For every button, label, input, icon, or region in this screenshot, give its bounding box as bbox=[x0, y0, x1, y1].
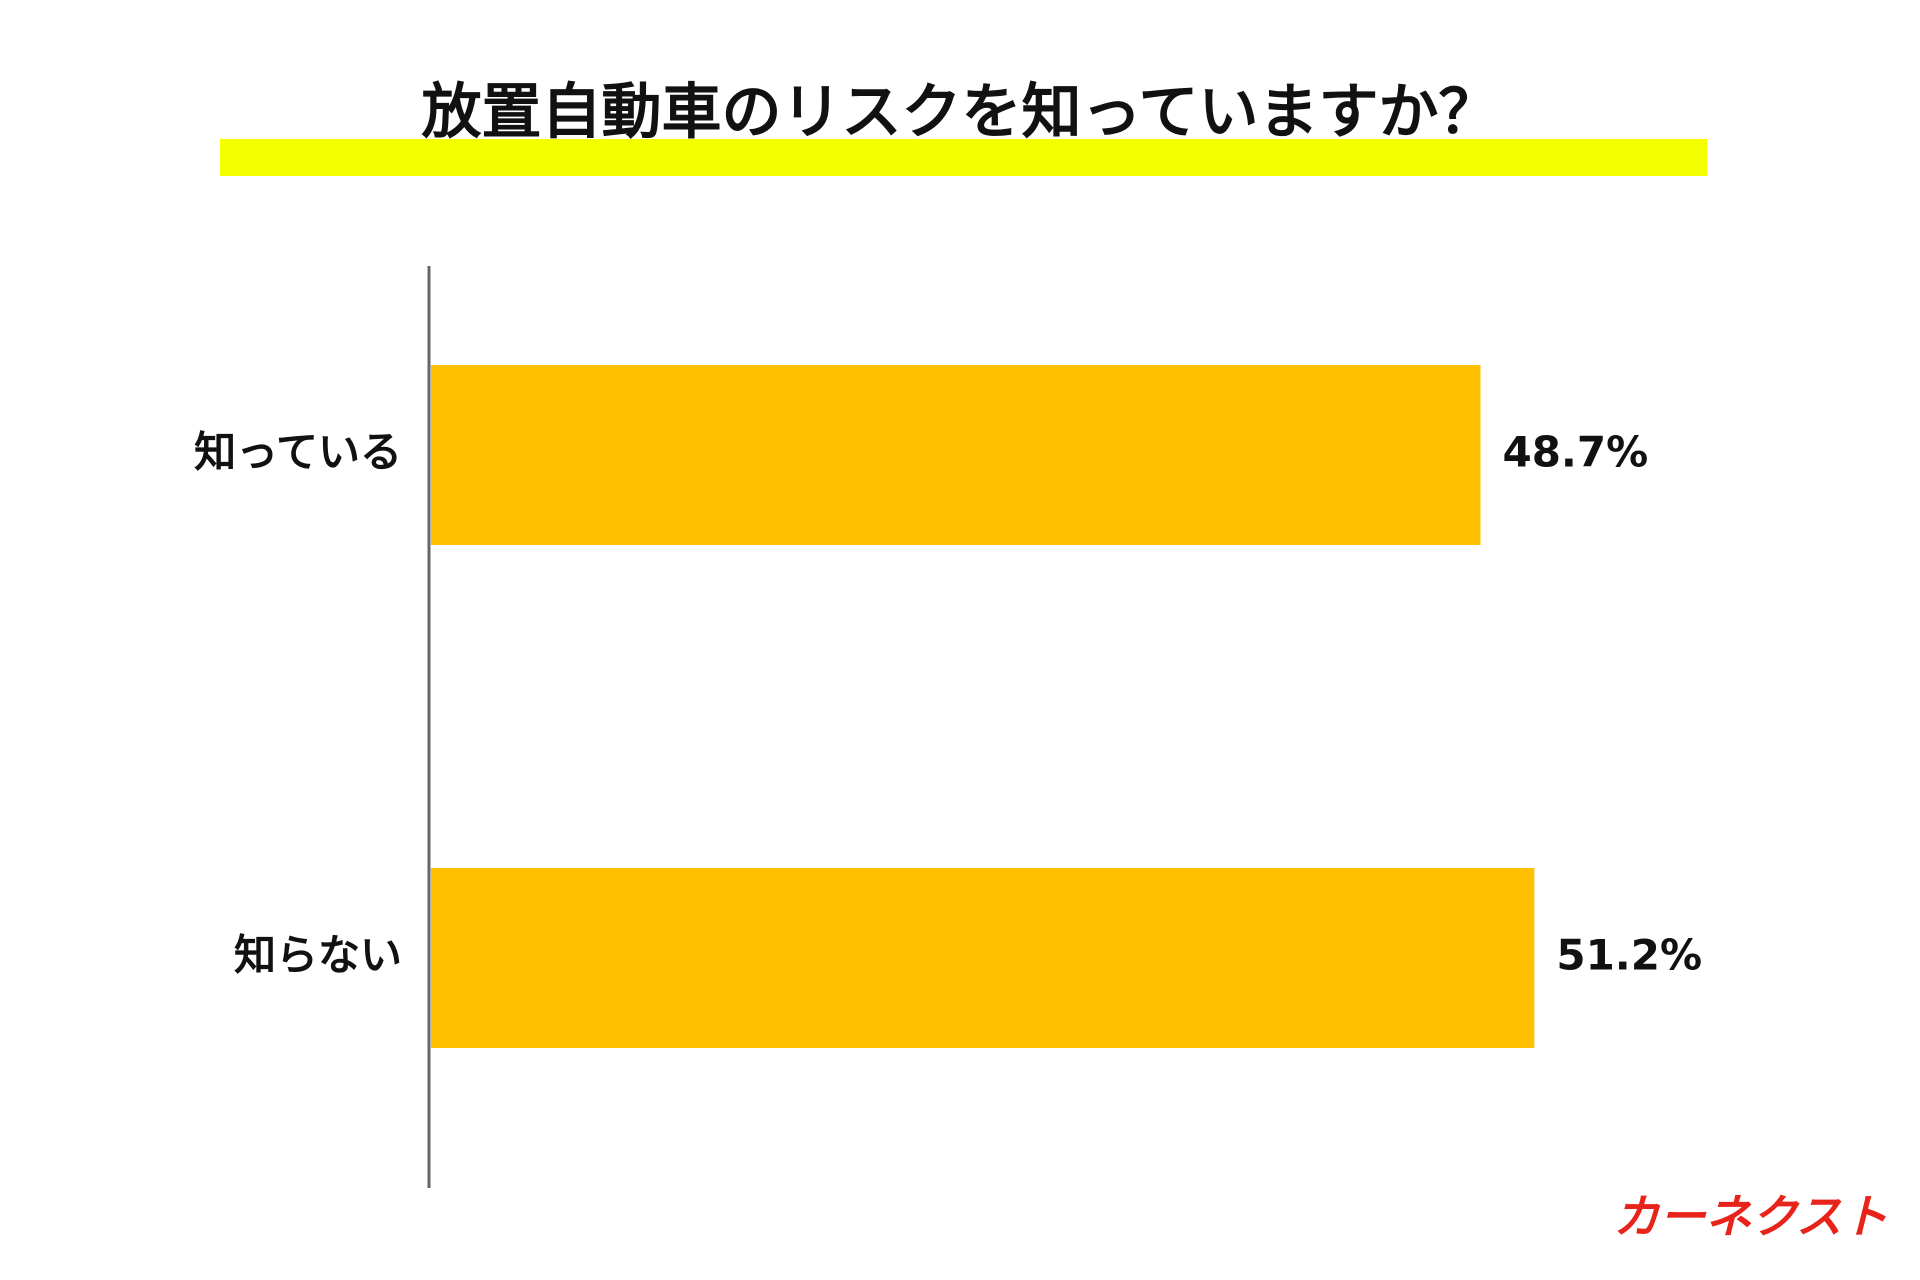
chart-title: 放置自動車のリスクを知っていますか？ bbox=[422, 78, 1499, 148]
bar bbox=[431, 365, 1481, 545]
value-label: 51.2% bbox=[1556, 931, 1702, 980]
brand-logo: カーネクスト bbox=[1613, 1190, 1888, 1244]
title-highlight bbox=[220, 139, 1707, 176]
value-label: 48.7% bbox=[1502, 428, 1648, 477]
bar bbox=[431, 868, 1535, 1048]
category-label: 知らない bbox=[234, 931, 402, 980]
category-label: 知っている bbox=[194, 428, 402, 477]
